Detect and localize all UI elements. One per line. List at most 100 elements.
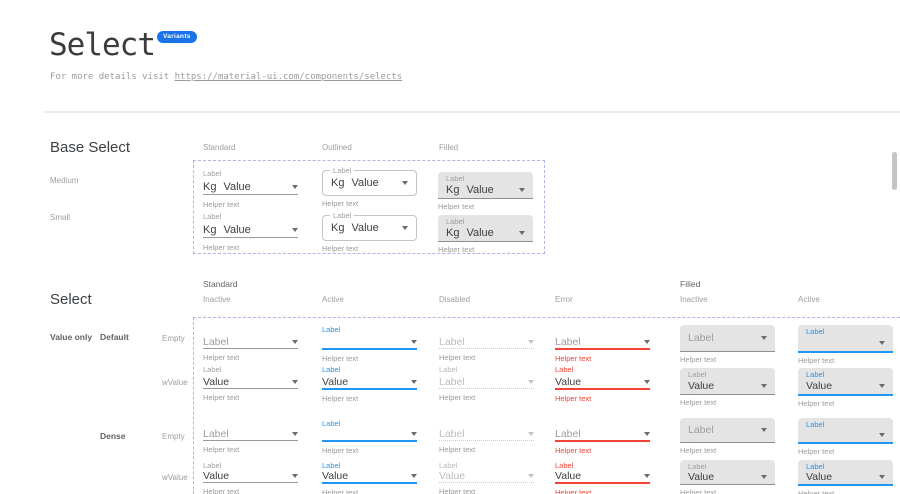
select-dense-standard-error-wvalue[interactable]: Label Value Helper text	[555, 461, 650, 494]
select-standard-active-empty[interactable]: Label Helper text	[322, 325, 417, 363]
base-filled-small-select[interactable]: Label Kg Value Helper text	[438, 215, 533, 254]
helper-text: Helper text	[798, 447, 835, 456]
helper-text: Helper text	[203, 445, 240, 454]
select-standard-inactive-empty[interactable]: Label Helper text	[203, 325, 298, 362]
page-title: Select	[49, 27, 156, 63]
chevron-down-icon	[402, 226, 408, 230]
base-standard-small-select[interactable]: Label Kg Value Helper text	[203, 211, 298, 252]
helper-text: Helper text	[322, 244, 359, 253]
select-placeholder: Label	[439, 335, 465, 348]
helper-text: Helper text	[798, 399, 835, 408]
select-standard-error-wvalue[interactable]: Label Value Helper text	[555, 365, 650, 403]
adornment: Kg	[203, 181, 217, 193]
select-standard-inactive-wvalue[interactable]: Label Value Helper text	[203, 365, 298, 402]
base-standard-medium-select[interactable]: Label Kg Value Helper text	[203, 168, 298, 209]
helper-text: Helper text	[680, 355, 717, 364]
chevron-down-icon	[292, 379, 298, 384]
helper-text: Helper text	[680, 398, 717, 407]
select-label: Label	[203, 212, 222, 221]
base-outlined-medium-select[interactable]: Label Kg Value Helper text	[322, 167, 417, 208]
subtitle: For more details visit https://material-…	[50, 72, 402, 82]
select-label	[439, 325, 534, 335]
select-value: Value	[688, 380, 715, 392]
chevron-down-icon	[292, 432, 298, 436]
row-default-wvalue: wValue	[162, 378, 188, 387]
helper-text: Helper text	[203, 393, 240, 402]
chevron-down-icon	[761, 474, 767, 479]
col-standard-active: Active	[322, 295, 344, 304]
select-value: Value	[322, 470, 349, 482]
base-row-small: Small	[50, 213, 71, 222]
base-col-outlined: Outlined	[322, 143, 352, 152]
select-value: Value	[223, 181, 251, 193]
chevron-down-icon	[761, 428, 767, 432]
adornment: Kg	[446, 184, 460, 196]
base-filled-medium-select[interactable]: Label Kg Value Helper text	[438, 172, 533, 211]
select-heading: Select	[50, 291, 92, 308]
helper-text: Helper text	[439, 393, 476, 402]
select-filled-inactive-wvalue[interactable]: Label Value Helper text	[680, 368, 775, 407]
select-dense-filled-active-empty[interactable]: Label Helper text	[798, 418, 893, 456]
chevron-down-icon	[411, 474, 417, 478]
helper-text: Helper text	[203, 353, 240, 362]
select-filled-active-empty[interactable]: Label Helper text	[798, 325, 893, 365]
select-standard-error-empty[interactable]: Label Helper text	[555, 325, 650, 363]
helper-text: Helper text	[555, 488, 592, 494]
select-dense-standard-disabled-empty: Label Helper text	[439, 419, 534, 454]
helper-text: Helper text	[322, 488, 359, 494]
select-value: Value	[322, 375, 349, 388]
base-select-heading: Base Select	[50, 139, 131, 156]
subtitle-text: For more details visit	[50, 72, 175, 82]
adornment: Kg	[331, 222, 345, 234]
scrollbar-thumb[interactable]	[892, 152, 897, 190]
select-filled-active-wvalue[interactable]: Label Value Helper text	[798, 368, 893, 408]
select-dense-standard-error-empty[interactable]: Label Helper text	[555, 419, 650, 455]
select-label: Label	[439, 461, 458, 470]
select-dense-filled-inactive-empty[interactable]: Label Helper text	[680, 418, 775, 455]
select-value: Value	[555, 470, 582, 482]
select-dense-standard-active-wvalue[interactable]: Label Value Helper text	[322, 461, 417, 494]
select-filled-inactive-empty[interactable]: Label Helper text	[680, 325, 775, 364]
select-label: Label	[330, 167, 355, 175]
chevron-down-icon	[528, 379, 534, 384]
base-select-boundary	[193, 160, 545, 254]
material-ui-link[interactable]: https://material-ui.com/components/selec…	[174, 72, 403, 82]
select-dense-standard-active-empty[interactable]: Label Helper text	[322, 419, 417, 455]
chevron-down-icon	[761, 384, 767, 388]
select-value: Value	[203, 470, 230, 482]
select-placeholder: Label	[203, 335, 229, 348]
col-filled-inactive: Inactive	[680, 295, 708, 304]
select-placeholder: Label	[688, 332, 714, 344]
chevron-down-icon	[411, 432, 417, 436]
select-label: Label	[688, 462, 707, 471]
select-placeholder: Label	[439, 428, 465, 440]
select-label	[439, 419, 534, 428]
select-standard-active-wvalue[interactable]: Label Value Helper text	[322, 365, 417, 403]
select-label: Label	[806, 370, 825, 379]
row-group-default: Default	[100, 332, 129, 342]
select-label: Label	[688, 370, 707, 379]
chevron-down-icon	[644, 474, 650, 478]
select-dense-standard-inactive-empty[interactable]: Label Helper text	[203, 419, 298, 454]
select-label: Label	[806, 462, 825, 471]
helper-text: Helper text	[322, 354, 359, 363]
chevron-down-icon	[292, 185, 298, 189]
select-label: Label	[322, 365, 341, 374]
chevron-down-icon	[528, 339, 534, 344]
chevron-down-icon	[761, 336, 767, 340]
select-value: Value	[466, 227, 494, 239]
base-outlined-small-select[interactable]: Label Kg Value Helper text	[322, 212, 417, 253]
select-value: Value	[439, 470, 466, 482]
row-default-empty: Empty	[162, 334, 185, 343]
helper-text: Helper text	[438, 202, 475, 211]
chevron-down-icon	[292, 339, 298, 344]
select-value: Value	[688, 470, 715, 483]
select-dense-standard-inactive-wvalue[interactable]: Label Value Helper text	[203, 461, 298, 494]
chevron-down-icon	[879, 384, 885, 388]
select-dense-filled-active-wvalue[interactable]: Label Value Helper text	[798, 460, 893, 494]
variants-badge[interactable]: Variants	[157, 31, 197, 43]
select-dense-filled-inactive-wvalue[interactable]: Label Value Helper text	[680, 460, 775, 494]
chevron-down-icon	[879, 474, 885, 479]
chevron-down-icon	[528, 474, 534, 478]
adornment: Kg	[446, 227, 460, 239]
